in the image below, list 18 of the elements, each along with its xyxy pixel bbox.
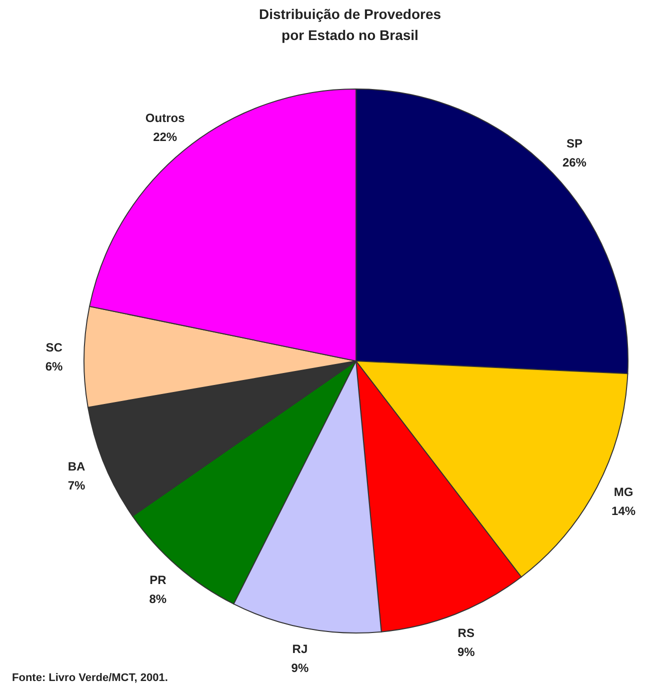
slice-label: RJ [292, 642, 308, 656]
slice-label: PR [150, 572, 167, 587]
slice-label: RS [458, 626, 474, 640]
source-note: Fonte: Livro Verde/MCT, 2001. [12, 672, 168, 684]
data-label: 9% [291, 660, 309, 675]
data-label: 6% [45, 359, 64, 374]
data-label: 14% [612, 504, 636, 518]
data-label: 7% [68, 478, 86, 492]
slice-label: SC [46, 340, 63, 354]
data-label: 9% [457, 645, 476, 660]
slice-label: MG [614, 485, 634, 500]
chart-title: Distribuição de Provedores por Estado no Brasil [258, 5, 442, 45]
data-label: 22% [153, 130, 178, 144]
data-label: 8% [149, 592, 167, 606]
data-label: 26% [562, 155, 587, 170]
slice-label: SP [566, 136, 582, 150]
slice-label: BA [68, 459, 86, 474]
slice-label: Outros [145, 110, 186, 125]
